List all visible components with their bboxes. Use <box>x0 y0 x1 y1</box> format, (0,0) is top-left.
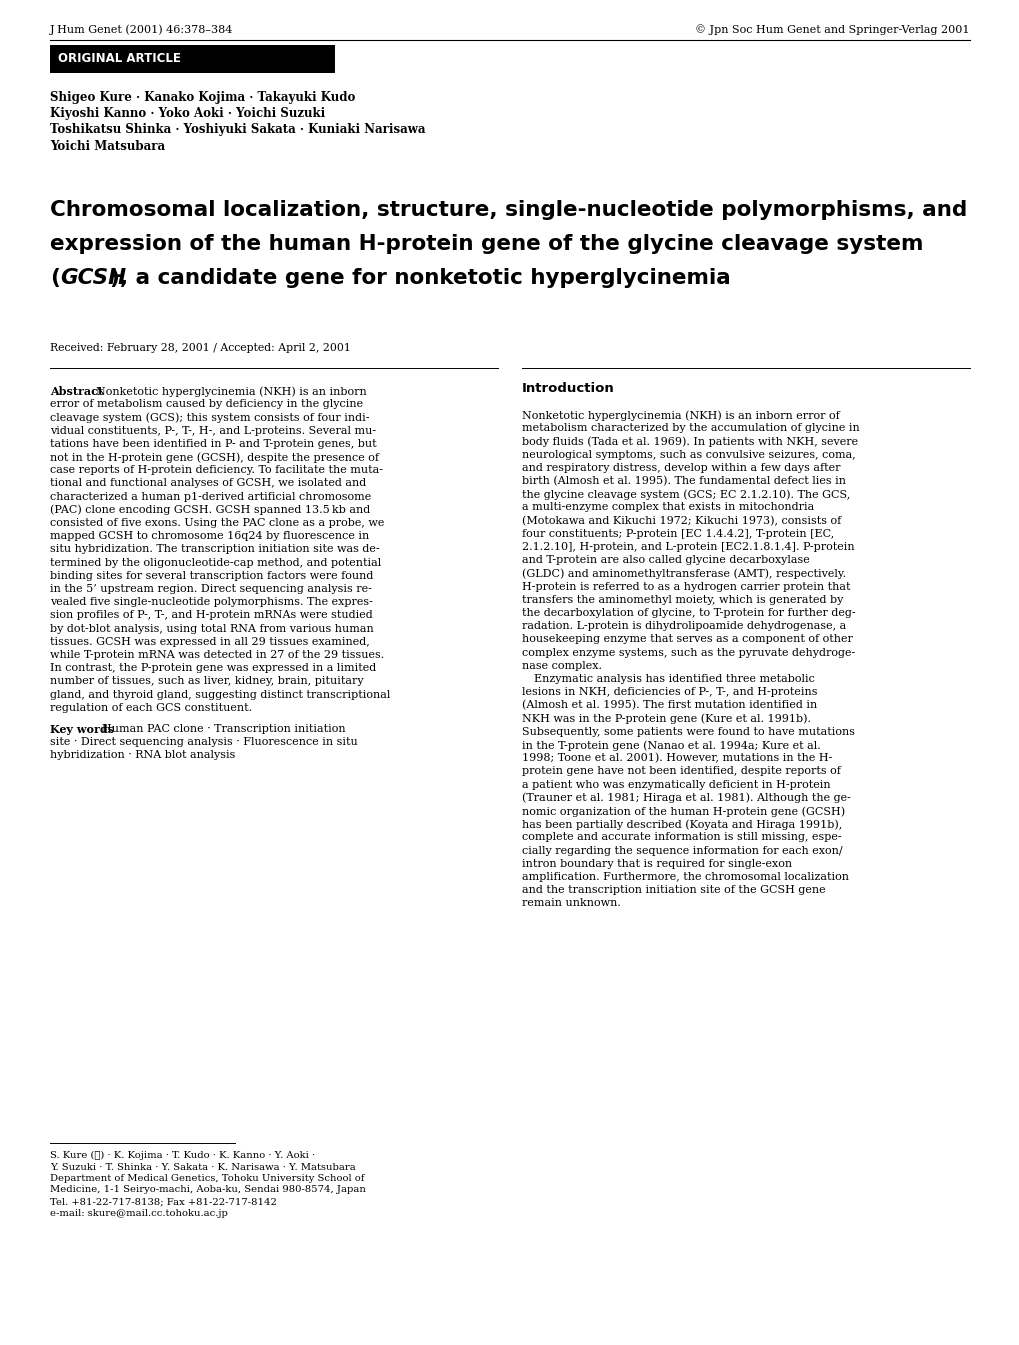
Text: In contrast, the P-protein gene was expressed in a limited: In contrast, the P-protein gene was expr… <box>50 663 376 674</box>
Text: and the transcription initiation site of the GCSH gene: and the transcription initiation site of… <box>522 885 824 896</box>
Text: Subsequently, some patients were found to have mutations: Subsequently, some patients were found t… <box>522 726 854 737</box>
Text: J Hum Genet (2001) 46:378–384: J Hum Genet (2001) 46:378–384 <box>50 24 233 35</box>
Text: Enzymatic analysis has identified three metabolic: Enzymatic analysis has identified three … <box>534 674 814 685</box>
Text: case reports of H-protein deficiency. To facilitate the muta-: case reports of H-protein deficiency. To… <box>50 465 382 475</box>
Text: (Almosh et al. 1995). The first mutation identified in: (Almosh et al. 1995). The first mutation… <box>522 701 816 710</box>
Text: characterized a human p1-derived artificial chromosome: characterized a human p1-derived artific… <box>50 492 371 502</box>
Text: a patient who was enzymatically deficient in H-protein: a patient who was enzymatically deficien… <box>522 780 829 790</box>
Text: Nonketotic hyperglycinemia (NKH) is an inborn: Nonketotic hyperglycinemia (NKH) is an i… <box>96 386 367 397</box>
Text: gland, and thyroid gland, suggesting distinct transcriptional: gland, and thyroid gland, suggesting dis… <box>50 690 390 699</box>
Text: mapped GCSH to chromosome 16q24 by fluorescence in: mapped GCSH to chromosome 16q24 by fluor… <box>50 531 369 541</box>
Text: and T-protein are also called glycine decarboxylase: and T-protein are also called glycine de… <box>522 555 809 565</box>
Text: S. Kure (✉) · K. Kojima · T. Kudo · K. Kanno · Y. Aoki ·: S. Kure (✉) · K. Kojima · T. Kudo · K. K… <box>50 1151 315 1161</box>
Text: expression of the human H-protein gene of the glycine cleavage system: expression of the human H-protein gene o… <box>50 234 922 254</box>
Text: Introduction: Introduction <box>522 382 614 395</box>
Text: 1998; Toone et al. 2001). However, mutations in the H-: 1998; Toone et al. 2001). However, mutat… <box>522 753 832 764</box>
Text: not in the H-protein gene (GCSH), despite the presence of: not in the H-protein gene (GCSH), despit… <box>50 452 379 463</box>
Text: ORIGINAL ARTICLE: ORIGINAL ARTICLE <box>58 52 180 66</box>
Bar <box>50 44 334 73</box>
Text: Shigeo Kure · Kanako Kojima · Takayuki Kudo: Shigeo Kure · Kanako Kojima · Takayuki K… <box>50 91 355 105</box>
Text: 2.1.2.10], H-protein, and L-protein [EC2.1.8.1.4]. P-protein: 2.1.2.10], H-protein, and L-protein [EC2… <box>522 542 854 551</box>
Text: ), a candidate gene for nonketotic hyperglycinemia: ), a candidate gene for nonketotic hyper… <box>110 268 730 288</box>
Text: the decarboxylation of glycine, to T-protein for further deg-: the decarboxylation of glycine, to T-pro… <box>522 608 855 617</box>
Text: Chromosomal localization, structure, single-nucleotide polymorphisms, and: Chromosomal localization, structure, sin… <box>50 200 966 221</box>
Text: intron boundary that is required for single-exon: intron boundary that is required for sin… <box>522 859 792 869</box>
Text: GCSH: GCSH <box>60 268 126 288</box>
Text: has been partially described (Koyata and Hiraga 1991b),: has been partially described (Koyata and… <box>522 819 842 830</box>
Text: four constituents; P-protein [EC 1.4.4.2], T-protein [EC,: four constituents; P-protein [EC 1.4.4.2… <box>522 529 834 539</box>
Text: in the 5’ upstream region. Direct sequencing analysis re-: in the 5’ upstream region. Direct sequen… <box>50 584 372 594</box>
Text: neurological symptoms, such as convulsive seizures, coma,: neurological symptoms, such as convulsiv… <box>522 449 855 460</box>
Text: the glycine cleavage system (GCS; EC 2.1.2.10). The GCS,: the glycine cleavage system (GCS; EC 2.1… <box>522 490 850 500</box>
Text: complex enzyme systems, such as the pyruvate dehydroge-: complex enzyme systems, such as the pyru… <box>522 647 854 658</box>
Text: while T-protein mRNA was detected in 27 of the 29 tissues.: while T-protein mRNA was detected in 27 … <box>50 650 384 660</box>
Text: Y. Suzuki · T. Shinka · Y. Sakata · K. Narisawa · Y. Matsubara: Y. Suzuki · T. Shinka · Y. Sakata · K. N… <box>50 1162 356 1171</box>
Text: Medicine, 1-1 Seiryo-machi, Aoba-ku, Sendai 980-8574, Japan: Medicine, 1-1 Seiryo-machi, Aoba-ku, Sen… <box>50 1185 366 1194</box>
Text: site · Direct sequencing analysis · Fluorescence in situ: site · Direct sequencing analysis · Fluo… <box>50 737 358 748</box>
Text: Yoichi Matsubara: Yoichi Matsubara <box>50 140 165 152</box>
Text: Tel. +81-22-717-8138; Fax +81-22-717-8142: Tel. +81-22-717-8138; Fax +81-22-717-814… <box>50 1197 276 1206</box>
Text: Human PAC clone · Transcription initiation: Human PAC clone · Transcription initiati… <box>102 724 345 734</box>
Text: Abstract: Abstract <box>50 386 103 397</box>
Text: number of tissues, such as liver, kidney, brain, pituitary: number of tissues, such as liver, kidney… <box>50 677 363 686</box>
Text: in the T-protein gene (Nanao et al. 1994a; Kure et al.: in the T-protein gene (Nanao et al. 1994… <box>522 740 820 751</box>
Text: (PAC) clone encoding GCSH. GCSH spanned 13.5 kb and: (PAC) clone encoding GCSH. GCSH spanned … <box>50 504 370 515</box>
Text: sion profiles of P-, T-, and H-protein mRNAs were studied: sion profiles of P-, T-, and H-protein m… <box>50 611 372 620</box>
Text: (Motokawa and Kikuchi 1972; Kikuchi 1973), consists of: (Motokawa and Kikuchi 1972; Kikuchi 1973… <box>522 515 841 526</box>
Text: cleavage system (GCS); this system consists of four indi-: cleavage system (GCS); this system consi… <box>50 413 369 422</box>
Text: a multi-enzyme complex that exists in mitochondria: a multi-enzyme complex that exists in mi… <box>522 503 813 512</box>
Text: vealed five single-nucleotide polymorphisms. The expres-: vealed five single-nucleotide polymorphi… <box>50 597 373 607</box>
Text: birth (Almosh et al. 1995). The fundamental defect lies in: birth (Almosh et al. 1995). The fundamen… <box>522 476 845 487</box>
Text: Nonketotic hyperglycinemia (NKH) is an inborn error of: Nonketotic hyperglycinemia (NKH) is an i… <box>522 410 839 421</box>
Text: vidual constituents, P-, T-, H-, and L-proteins. Several mu-: vidual constituents, P-, T-, H-, and L-p… <box>50 425 376 436</box>
Text: (Trauner et al. 1981; Hiraga et al. 1981). Although the ge-: (Trauner et al. 1981; Hiraga et al. 1981… <box>522 792 850 803</box>
Text: remain unknown.: remain unknown. <box>522 898 621 908</box>
Text: e-mail: skure@mail.cc.tohoku.ac.jp: e-mail: skure@mail.cc.tohoku.ac.jp <box>50 1209 227 1217</box>
Text: © Jpn Soc Hum Genet and Springer-Verlag 2001: © Jpn Soc Hum Genet and Springer-Verlag … <box>695 24 969 35</box>
Text: Received: February 28, 2001 / Accepted: April 2, 2001: Received: February 28, 2001 / Accepted: … <box>50 343 351 352</box>
Text: radation. L-protein is dihydrolipoamide dehydrogenase, a: radation. L-protein is dihydrolipoamide … <box>522 621 846 631</box>
Text: lesions in NKH, deficiencies of P-, T-, and H-proteins: lesions in NKH, deficiencies of P-, T-, … <box>522 687 816 697</box>
Text: termined by the oligonucleotide-cap method, and potential: termined by the oligonucleotide-cap meth… <box>50 558 381 568</box>
Text: Toshikatsu Shinka · Yoshiyuki Sakata · Kuniaki Narisawa: Toshikatsu Shinka · Yoshiyuki Sakata · K… <box>50 124 425 136</box>
Text: protein gene have not been identified, despite reports of: protein gene have not been identified, d… <box>522 767 840 776</box>
Text: tissues. GCSH was expressed in all 29 tissues examined,: tissues. GCSH was expressed in all 29 ti… <box>50 636 370 647</box>
Text: and respiratory distress, develop within a few days after: and respiratory distress, develop within… <box>522 463 840 473</box>
Text: NKH was in the P-protein gene (Kure et al. 1991b).: NKH was in the P-protein gene (Kure et a… <box>522 714 810 724</box>
Text: regulation of each GCS constituent.: regulation of each GCS constituent. <box>50 703 252 713</box>
Text: by dot-blot analysis, using total RNA from various human: by dot-blot analysis, using total RNA fr… <box>50 624 373 633</box>
Text: hybridization · RNA blot analysis: hybridization · RNA blot analysis <box>50 751 235 760</box>
Text: H-protein is referred to as a hydrogen carrier protein that: H-protein is referred to as a hydrogen c… <box>522 581 850 592</box>
Text: tional and functional analyses of GCSH, we isolated and: tional and functional analyses of GCSH, … <box>50 479 366 488</box>
Text: error of metabolism caused by deficiency in the glycine: error of metabolism caused by deficiency… <box>50 399 363 409</box>
Text: binding sites for several transcription factors were found: binding sites for several transcription … <box>50 570 373 581</box>
Text: nase complex.: nase complex. <box>522 660 601 671</box>
Text: nomic organization of the human H-protein gene (GCSH): nomic organization of the human H-protei… <box>522 806 845 816</box>
Text: Department of Medical Genetics, Tohoku University School of: Department of Medical Genetics, Tohoku U… <box>50 1174 364 1184</box>
Text: body fluids (Tada et al. 1969). In patients with NKH, severe: body fluids (Tada et al. 1969). In patie… <box>522 436 857 447</box>
Text: cially regarding the sequence information for each exon/: cially regarding the sequence informatio… <box>522 846 842 855</box>
Text: housekeeping enzyme that serves as a component of other: housekeeping enzyme that serves as a com… <box>522 635 852 644</box>
Text: tations have been identified in P- and T-protein genes, but: tations have been identified in P- and T… <box>50 438 376 449</box>
Text: complete and accurate information is still missing, espe-: complete and accurate information is sti… <box>522 833 841 842</box>
Text: (GLDC) and aminomethyltransferase (AMT), respectively.: (GLDC) and aminomethyltransferase (AMT),… <box>522 569 846 578</box>
Text: amplification. Furthermore, the chromosomal localization: amplification. Furthermore, the chromoso… <box>522 872 848 882</box>
Text: transfers the aminomethyl moiety, which is generated by: transfers the aminomethyl moiety, which … <box>522 594 843 605</box>
Text: Kiyoshi Kanno · Yoko Aoki · Yoichi Suzuki: Kiyoshi Kanno · Yoko Aoki · Yoichi Suzuk… <box>50 108 325 121</box>
Text: situ hybridization. The transcription initiation site was de-: situ hybridization. The transcription in… <box>50 545 379 554</box>
Text: (: ( <box>50 268 60 288</box>
Text: consisted of five exons. Using the PAC clone as a probe, we: consisted of five exons. Using the PAC c… <box>50 518 384 529</box>
Text: metabolism characterized by the accumulation of glycine in: metabolism characterized by the accumula… <box>522 424 859 433</box>
Text: Key words: Key words <box>50 724 114 734</box>
